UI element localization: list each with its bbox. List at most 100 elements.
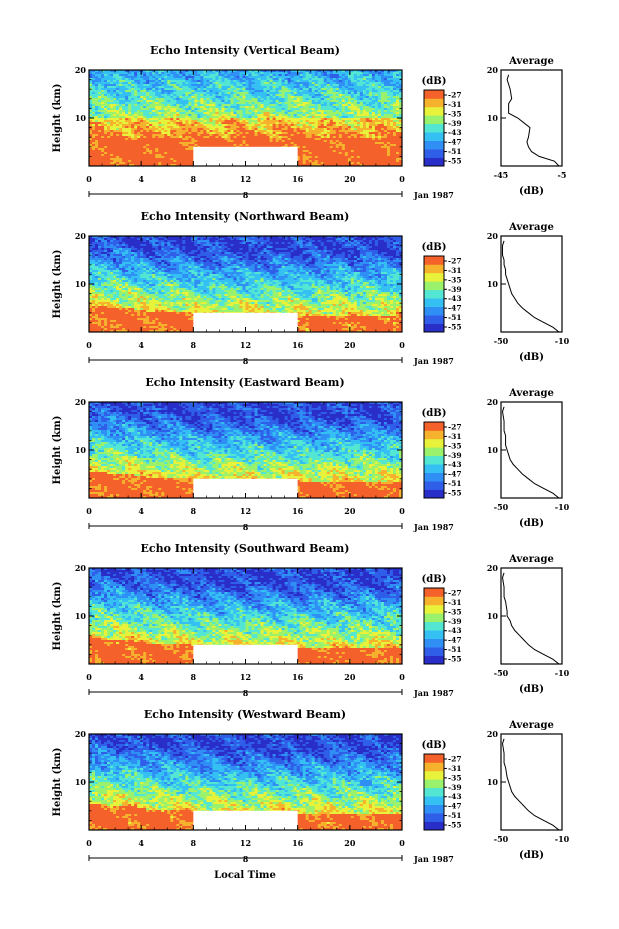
x-tick-label: 0 [86, 506, 92, 516]
x-tick-label: 20 [344, 672, 356, 682]
profile-y-tick-label: 20 [487, 65, 499, 75]
colorbar-tick-label: -51 [448, 811, 462, 820]
profile-title: Average [508, 720, 554, 731]
profile-y-tick-label: 10 [487, 113, 499, 123]
colorbar-tick-label: -31 [448, 266, 462, 275]
x-tick-label: 4 [138, 340, 144, 350]
x-tick-label: 16 [292, 672, 304, 682]
y-axis-label: Height (km) [52, 250, 63, 319]
colorbar-tick-label: -39 [448, 617, 462, 626]
colorbar-tick-label: -43 [448, 626, 462, 635]
profile-x-label: (dB) [519, 186, 544, 197]
colorbar-segment [424, 490, 444, 499]
colorbar-tick-label: -51 [448, 645, 462, 654]
colorbar-segment [424, 805, 444, 814]
colorbar-tick-label: -27 [448, 91, 462, 100]
profile-x-tick-label: -10 [555, 502, 570, 512]
y-tick-label: 20 [75, 65, 87, 75]
colorbar-tick-label: -35 [448, 275, 462, 284]
colorbar-segment [424, 90, 444, 99]
colorbar-segment [424, 430, 444, 439]
colorbar-segment [424, 630, 444, 639]
x-tick-label: 0 [399, 838, 405, 848]
colorbar-segment [424, 796, 444, 805]
x-tick-label: 4 [138, 506, 144, 516]
colorbar-segment [424, 307, 444, 316]
profile-y-tick-label: 20 [487, 231, 499, 241]
colorbar-tick-label: -51 [448, 479, 462, 488]
profile-x-label: (dB) [519, 518, 544, 529]
profile-line [503, 241, 559, 332]
profile-x-tick-label: -10 [555, 834, 570, 844]
panel-title: Echo Intensity (Vertical Beam) [150, 44, 340, 57]
panel-title: Echo Intensity (Southward Beam) [141, 542, 350, 555]
colorbar-tick-label: -55 [448, 323, 462, 332]
colorbar-segment [424, 473, 444, 482]
colorbar-segment [424, 605, 444, 614]
date-label: Jan 1987 [413, 356, 454, 366]
x-tick-label: 4 [138, 174, 144, 184]
colorbar-segment [424, 813, 444, 822]
y-axis-label: Height (km) [52, 748, 63, 817]
profile-y-tick-label: 10 [487, 445, 499, 455]
colorbar-segment [424, 779, 444, 788]
x-tick-label: 0 [86, 340, 92, 350]
date-tick-label: 8 [243, 688, 249, 698]
colorbar-tick-label: -47 [448, 802, 462, 811]
colorbar-segment [424, 298, 444, 307]
colorbar-tick-label: -55 [448, 157, 462, 166]
x-tick-label: 8 [191, 506, 197, 516]
profile-y-tick-label: 20 [487, 397, 499, 407]
profile-frame [501, 402, 562, 498]
y-tick-label: 10 [75, 611, 87, 621]
x-tick-label: 0 [399, 174, 405, 184]
colorbar-tick-label: -47 [448, 470, 462, 479]
profile-line [503, 739, 559, 830]
colorbar-segment [424, 315, 444, 324]
colorbar-unit: (dB) [422, 740, 447, 751]
y-tick-label: 10 [75, 113, 87, 123]
colorbar-unit: (dB) [422, 76, 447, 87]
x-tick-label: 8 [191, 174, 197, 184]
profile-title: Average [508, 554, 554, 565]
profile-x-label: (dB) [519, 352, 544, 363]
panel-1: Echo Intensity (Vertical Beam)2010Height… [52, 44, 566, 200]
colorbar-tick-label: -31 [448, 432, 462, 441]
colorbar-segment [424, 149, 444, 158]
colorbar-segment [424, 273, 444, 282]
x-tick-label: 20 [344, 506, 356, 516]
x-tick-label: 8 [191, 838, 197, 848]
y-tick-label: 10 [75, 777, 87, 787]
colorbar-segment [424, 107, 444, 116]
colorbar-segment [424, 656, 444, 665]
date-tick-label: 8 [243, 190, 249, 200]
profile-x-tick-label: -10 [555, 336, 570, 346]
colorbar-tick-label: -39 [448, 119, 462, 128]
colorbar: (dB)-27-31-35-39-43-47-51-55 [422, 408, 462, 498]
colorbar-segment [424, 464, 444, 473]
x-tick-label: 0 [399, 506, 405, 516]
colorbar-segment [424, 98, 444, 107]
colorbar-unit: (dB) [422, 408, 447, 419]
colorbar-segment [424, 456, 444, 465]
colorbar-tick-label: -31 [448, 598, 462, 607]
colorbar-tick-label: -27 [448, 257, 462, 266]
date-label: Jan 1987 [413, 688, 454, 698]
date-tick-label: 8 [243, 356, 249, 366]
colorbar: (dB)-27-31-35-39-43-47-51-55 [422, 574, 462, 664]
colorbar-segment [424, 264, 444, 273]
colorbar-tick-label: -39 [448, 285, 462, 294]
colorbar-segment [424, 141, 444, 150]
colorbar-tick-label: -55 [448, 821, 462, 830]
panel-2: Echo Intensity (Northward Beam)2010Heigh… [52, 210, 570, 366]
colorbar-tick-label: -55 [448, 489, 462, 498]
colorbar-segment [424, 439, 444, 448]
profile-x-tick-label: -50 [494, 668, 509, 678]
colorbar-tick-label: -39 [448, 451, 462, 460]
x-tick-label: 0 [86, 672, 92, 682]
x-tick-label: 16 [292, 838, 304, 848]
